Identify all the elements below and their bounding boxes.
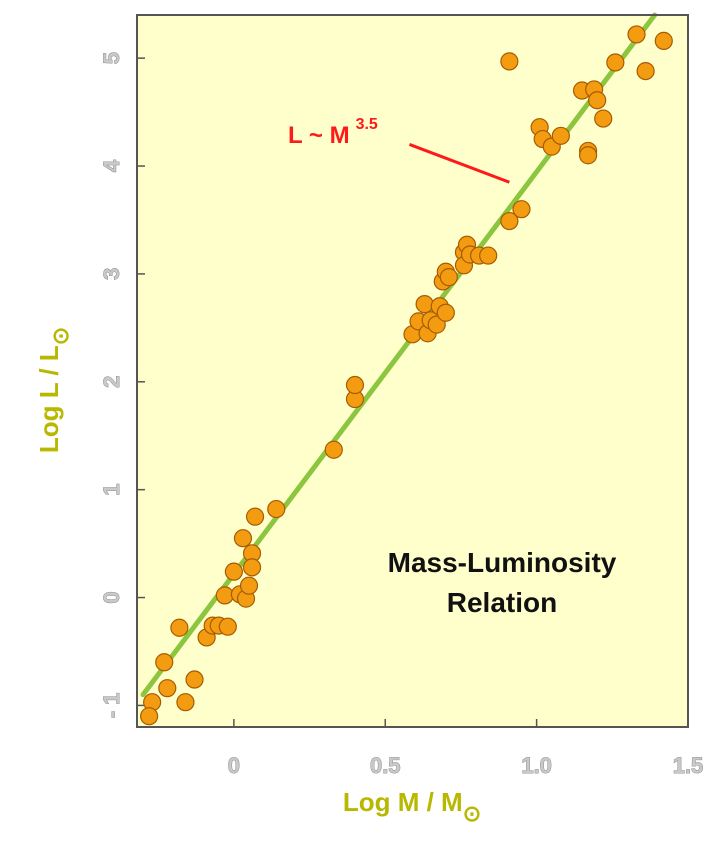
data-point [218, 617, 237, 636]
data-point [512, 200, 531, 219]
x-axis-label-main: Log M / M [343, 787, 463, 817]
x-tick-label: 0.5 [370, 753, 401, 778]
data-point [500, 52, 519, 71]
annotation-exponent: 3.5 [356, 116, 378, 133]
annotation-label: L ~ M 3.5 [288, 116, 378, 149]
annotation-main: L ~ M [288, 122, 350, 149]
y-axis-label-main: Log L / L [34, 345, 64, 453]
y-tick-label: 2 [99, 376, 124, 388]
data-point [176, 693, 195, 712]
data-point [594, 109, 613, 128]
annotation-pointer [408, 143, 510, 184]
plot-frame [136, 14, 689, 728]
data-point [606, 53, 625, 72]
data-point [140, 707, 159, 726]
data-point [627, 25, 646, 44]
y-axis-label-sub: ⊙ [48, 327, 73, 345]
y-tick-label: 3 [99, 268, 124, 280]
data-point [170, 618, 189, 637]
data-point [636, 61, 655, 81]
data-point [415, 295, 434, 314]
inset-title-line2: Relation [447, 587, 557, 618]
data-point [215, 586, 234, 605]
data-point [239, 576, 259, 595]
y-tick-label: 1 [99, 484, 124, 496]
data-point [324, 440, 343, 459]
x-tick-label: 1.5 [673, 753, 704, 778]
data-point [436, 303, 455, 322]
data-point [439, 268, 458, 287]
x-tick-label: 1.0 [521, 753, 552, 778]
data-point [588, 91, 607, 110]
data-points [140, 25, 673, 726]
x-axis-label-sub: ⊙ [463, 801, 481, 826]
inset-title-line1: Mass-Luminosity [388, 547, 617, 578]
y-tick-label: 5 [99, 52, 124, 64]
data-point [158, 679, 177, 698]
axis-ticks: - 1 0 1 2 3 4 5 0 0.5 1.0 1.5 [99, 52, 704, 779]
plot-area [137, 15, 688, 727]
data-point [578, 146, 598, 165]
data-point [267, 499, 286, 519]
y-tick-label: 0 [99, 591, 124, 603]
data-point [185, 670, 204, 689]
data-point [345, 375, 365, 395]
y-tick-label: - 1 [99, 693, 124, 719]
data-point [654, 31, 673, 50]
x-tick-label: 0 [228, 753, 240, 778]
data-point [551, 126, 570, 145]
y-tick-label: 4 [99, 159, 124, 172]
data-point [245, 507, 265, 526]
x-axis-label: Log M / M⊙ [343, 787, 481, 826]
data-point [233, 529, 253, 548]
data-point [500, 211, 519, 231]
data-point [479, 246, 498, 265]
data-point [242, 558, 262, 577]
y-axis-label: Log L / L⊙ [34, 327, 73, 453]
data-point [224, 562, 243, 581]
fit-line [140, 12, 658, 698]
data-point [155, 653, 174, 672]
